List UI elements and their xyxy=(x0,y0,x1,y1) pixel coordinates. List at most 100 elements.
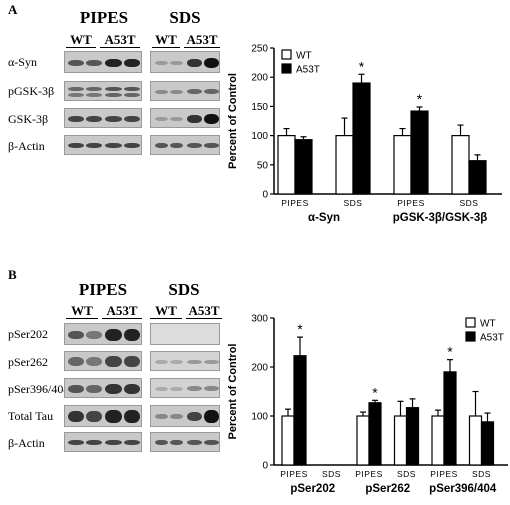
panel-b-blot xyxy=(150,405,220,427)
x-tick-label: PIPES xyxy=(430,469,458,479)
legend-swatch-a53t xyxy=(465,331,476,342)
panel-a-lane-wt-pipes: WT xyxy=(66,33,96,48)
panel-a-blot xyxy=(150,108,220,128)
y-axis-label: Percent of Control xyxy=(228,73,239,169)
panel-a-row-label: α-Syn xyxy=(8,55,37,69)
panel-a-blot xyxy=(64,108,142,128)
panel-b-lane-wt-sds: WT xyxy=(150,304,182,319)
panel-a-blot xyxy=(150,51,220,73)
x-tick-label: SDS xyxy=(460,198,479,208)
panel-a-blot xyxy=(64,51,142,73)
bar-wt xyxy=(451,134,470,195)
panel-b-letter: B xyxy=(8,267,17,282)
y-tick-label: 0 xyxy=(262,461,268,472)
bar-a53t xyxy=(468,160,487,195)
panel-b-blot xyxy=(64,405,142,427)
panel-b-row-label: pSer262 xyxy=(8,355,48,369)
legend-label-wt: WT xyxy=(296,51,312,62)
panel-b-sds-title: SDS xyxy=(168,280,200,299)
panel-b-lane-a53t-sds: A53T xyxy=(186,304,222,319)
panel-b-blot xyxy=(64,378,142,398)
panel-b-blot xyxy=(150,323,220,345)
bar-a53t xyxy=(294,139,313,195)
bar-a53t xyxy=(352,82,371,195)
bar-a53t xyxy=(410,110,429,195)
significance-star: * xyxy=(372,384,378,400)
y-tick-label: 150 xyxy=(251,102,268,113)
legend-swatch-wt xyxy=(465,317,476,328)
x-tick-label: PIPES xyxy=(397,198,425,208)
group-label: α-Syn xyxy=(308,212,340,224)
panel-b-row-label: Total Tau xyxy=(8,409,54,423)
panel-a-row-label: pGSK-3β xyxy=(8,84,55,98)
panel-b-bar-chart: 0 100 200 300 Percent of Control * PIPES SDS * PI… xyxy=(228,314,508,495)
panel-a-blot xyxy=(150,81,220,101)
panel-a-blot xyxy=(64,135,142,155)
group-label: pGSK-3β/GSK-3β xyxy=(393,212,488,224)
bar-wt xyxy=(468,415,483,466)
panel-b-blot xyxy=(64,351,142,371)
y-axis-label: Percent of Control xyxy=(228,344,239,440)
x-tick-label: PIPES xyxy=(281,198,309,208)
y-tick-label: 250 xyxy=(251,44,268,55)
panel-b-row-label: β-Actin xyxy=(8,436,45,450)
y-tick-label: 0 xyxy=(262,190,268,201)
bar-wt xyxy=(277,134,296,195)
panel-b-lane-a53t-pipes: A53T xyxy=(102,304,142,319)
bar-a53t xyxy=(368,402,382,466)
panel-a-bar-chart: 0 50 100 150 200 250 Percent of Control PIPES * S… xyxy=(228,44,502,224)
bar-a53t xyxy=(405,407,420,466)
bar-wt xyxy=(431,415,445,466)
bar-wt xyxy=(356,415,370,466)
bar-wt xyxy=(393,134,412,195)
y-tick-label: 100 xyxy=(251,412,268,423)
panel-a-sds-title: SDS xyxy=(169,8,201,27)
y-tick-label: 200 xyxy=(251,73,268,84)
significance-star: * xyxy=(417,91,423,107)
panel-b-lane-wt-pipes: WT xyxy=(66,304,98,319)
x-tick-label: SDS xyxy=(322,469,341,479)
y-tick-label: 50 xyxy=(257,160,269,171)
legend-label-a53t: A53T xyxy=(296,65,320,76)
y-tick-label: 300 xyxy=(251,314,268,325)
significance-star: * xyxy=(447,344,453,360)
x-tick-label: SDS xyxy=(397,469,416,479)
bar-wt xyxy=(393,415,408,466)
x-tick-label: PIPES xyxy=(355,469,383,479)
panel-b-blot xyxy=(150,432,220,452)
group-label: pSer262 xyxy=(365,483,410,495)
panel-a-pipes-title: PIPES xyxy=(79,8,129,27)
y-tick-label: 100 xyxy=(251,131,268,142)
x-tick-label: PIPES xyxy=(280,469,308,479)
x-tick-label: SDS xyxy=(472,469,491,479)
panel-b-row-label: pSer202 xyxy=(8,327,48,341)
legend-label-a53t: A53T xyxy=(480,333,504,344)
x-tick-label: SDS xyxy=(344,198,363,208)
bar-wt xyxy=(335,134,354,195)
bar-wt xyxy=(281,415,295,466)
panel-a-row-label: β-Actin xyxy=(8,139,45,153)
panel-a-lane-a53t-pipes: A53T xyxy=(100,33,140,48)
panel-a-blot xyxy=(64,81,142,101)
y-tick-label: 200 xyxy=(251,363,268,374)
bar-a53t xyxy=(443,371,457,466)
panel-b-blot xyxy=(64,432,142,452)
panel-b-blot xyxy=(64,323,142,345)
panel-a-row-label: GSK-3β xyxy=(8,112,49,126)
panel-b-blot xyxy=(150,351,220,371)
legend-label-wt: WT xyxy=(480,319,496,330)
panel-b-blot xyxy=(150,378,220,398)
bar-a53t xyxy=(480,421,495,466)
panel-a-blot xyxy=(150,135,220,155)
bar-a53t xyxy=(293,355,307,466)
significance-star: * xyxy=(359,58,365,74)
panel-a-lane-wt-sds: WT xyxy=(152,33,180,48)
legend-swatch-a53t xyxy=(281,63,292,74)
panel-a-letter: A xyxy=(8,2,18,17)
panel-b-pipes-title: PIPES xyxy=(78,280,128,299)
group-label: pSer202 xyxy=(290,483,335,495)
group-label: pSer396/404 xyxy=(429,483,497,495)
panel-a-lane-a53t-sds: A53T xyxy=(184,33,220,48)
panel-b-row-label: pSer396/404 xyxy=(8,382,70,396)
significance-star: * xyxy=(297,321,303,337)
